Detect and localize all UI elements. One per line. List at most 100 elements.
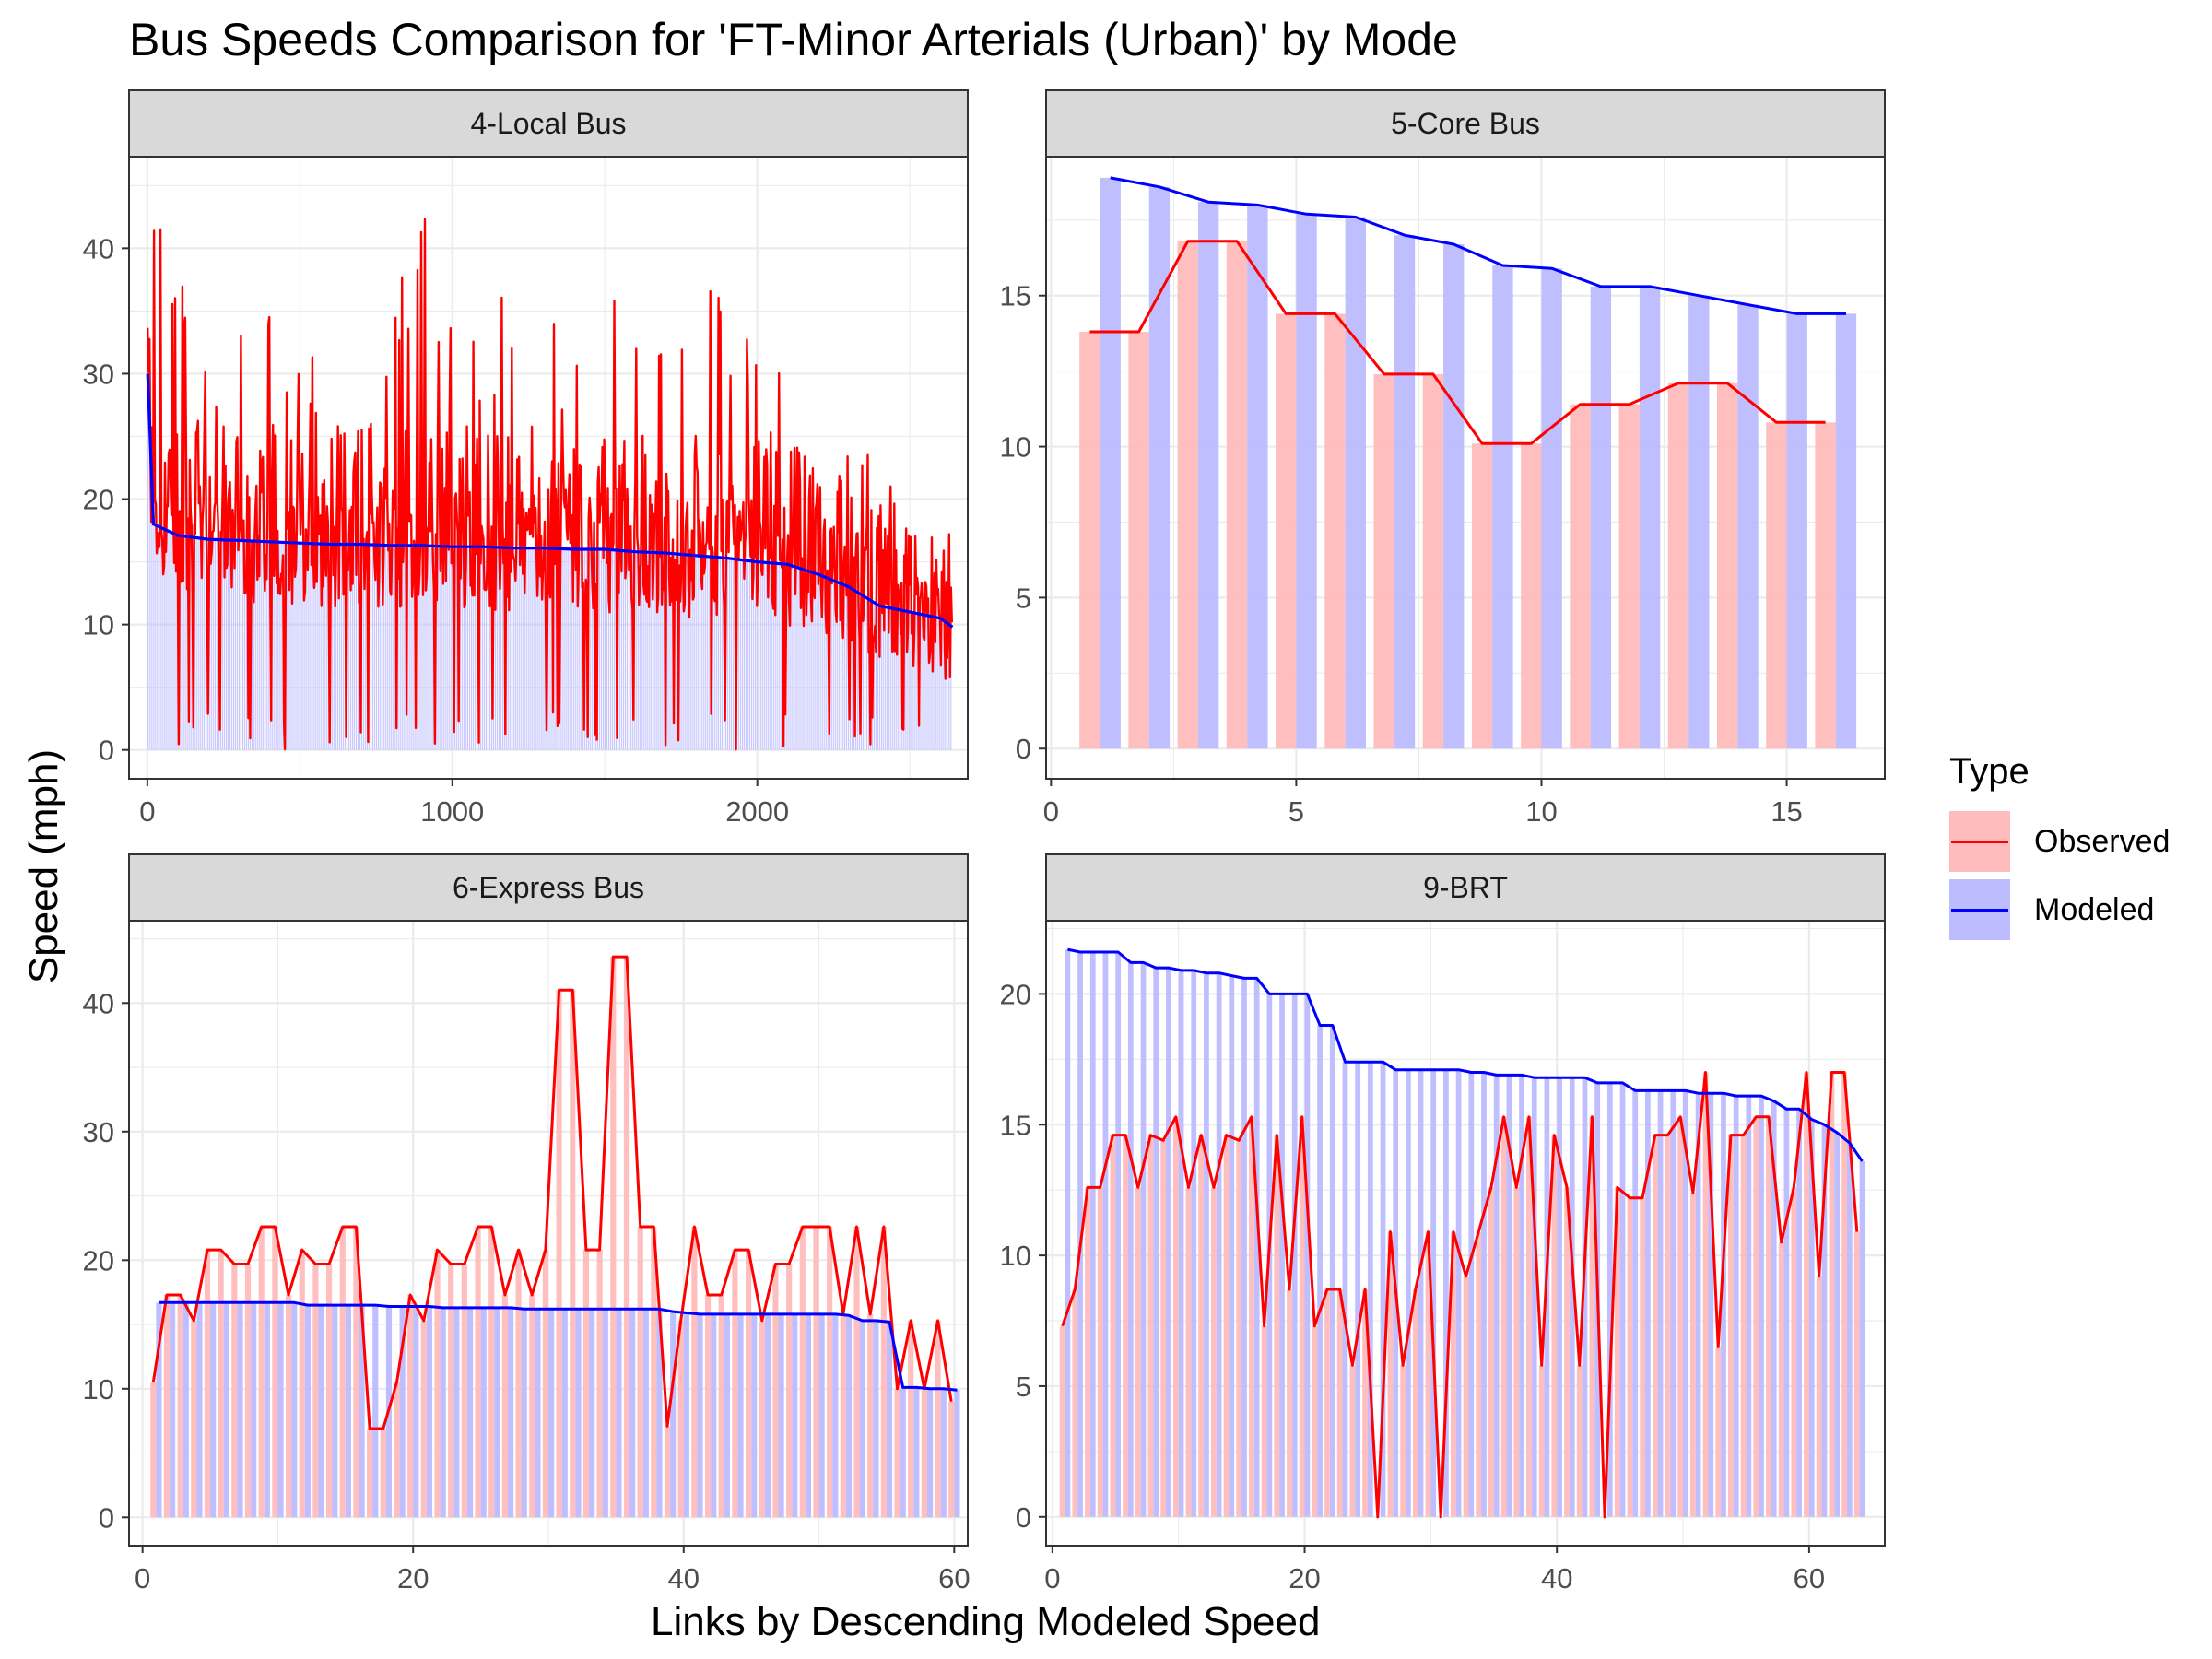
x-axis-label: Links by Descending Modeled Speed [651,1599,1321,1644]
facet-strip-label: 4-Local Bus [471,107,627,140]
observed-line [151,955,953,1430]
observed-bar [353,1227,359,1518]
observed-bar [1463,1276,1469,1517]
modeled-bar [426,1306,433,1518]
observed-bar [894,1388,900,1518]
observed-bar [745,1250,752,1518]
observed-bar [1276,313,1297,749]
observed-line [147,218,953,751]
modeled-bar [1178,970,1184,1517]
modeled-bar [1708,1093,1714,1517]
modeled-bar [440,1307,446,1518]
modeled-bar [873,1320,879,1518]
observed-bar [204,1250,211,1518]
observed-bar [1640,1197,1645,1517]
legend: Type Observed Modeled [1949,751,2170,946]
observed-bar [623,957,630,1518]
observed-bar [542,1250,548,1518]
modeled-bar [466,1307,474,1518]
modeled-bar [1418,1069,1424,1517]
observed-bar [1177,241,1198,749]
modeled-bar [886,1322,893,1518]
modeled-bar [656,1309,663,1518]
modeled-bar [1557,1077,1562,1517]
observed-bar [1853,1231,1860,1517]
observed-bar [163,1294,171,1518]
panel-2: 5-Core Bus 0 5 10 15 0 5 10 15 [1000,89,1886,828]
modeled-bar [251,1302,257,1518]
observed-bar [1513,1187,1520,1517]
observed-line [1061,1071,1859,1519]
observed-bar [1274,1135,1280,1517]
modeled-bar [1733,1096,1739,1517]
modeled-bar [359,1305,365,1518]
observed-bar [1570,404,1591,749]
modeled-bar [1670,1090,1677,1517]
observed-bar [299,1250,305,1518]
observed-bar [651,1227,657,1518]
observed-bar [1400,1365,1406,1517]
observed-bar [1677,1116,1684,1517]
modeled-bar [832,1313,839,1518]
observed-bar [704,1294,712,1518]
modeled-bar [805,1313,812,1518]
observed-bar [1702,1072,1709,1517]
modeled-bar [210,1302,217,1518]
y-axis-label: Speed (mph) [21,748,66,984]
observed-bar [1223,1135,1230,1517]
observed-bar [1715,1347,1722,1517]
observed-bar [420,1320,427,1518]
observed-bar [772,1264,779,1518]
modeled-bar [575,1309,582,1518]
observed-bar [1717,382,1738,749]
observed-bar [827,1227,833,1518]
observed-bar [394,1382,400,1518]
modeled-bar [1100,177,1121,749]
x-tick-label: 60 [1794,1562,1825,1594]
observed-bar [1085,1187,1090,1517]
observed-bar [691,1227,698,1518]
modeled-bar [1355,1062,1361,1517]
observed-bar [529,1294,535,1518]
observed-bar [813,1227,819,1518]
observed-bar [1261,1325,1267,1517]
modeled-bar [642,1309,649,1518]
modeled-bar [1065,949,1071,1517]
modeled-bar [1166,968,1171,1517]
modeled-bar [494,1307,500,1518]
modeled-bar [332,1305,338,1518]
y-tick-label: 10 [83,1373,114,1406]
observed-bar [1226,241,1248,749]
modeled-bar [1140,962,1147,1517]
modeled-bar [535,1309,541,1518]
modeled-bar [764,1313,771,1518]
observed-bar [1198,1135,1205,1517]
modeled-bar [940,1388,947,1518]
observed-bar [191,1320,197,1518]
observed-bar [948,1401,955,1518]
x-tick-label: 2000 [725,795,789,828]
observed-bar [880,1227,887,1518]
modeled-bar [521,1309,527,1518]
modeled-bar [913,1387,920,1518]
modeled-bar [237,1302,243,1518]
y-tick-label: 10 [1000,431,1031,464]
modeled-bar [1695,1093,1701,1517]
modeled-bar [1077,952,1083,1517]
modeled-bar [1102,952,1109,1517]
observed-bar [1829,1072,1835,1517]
observed-bar [786,1264,793,1518]
observed-bar [1526,1116,1532,1517]
observed-bar [1471,443,1493,749]
modeled-bar [1342,1062,1348,1517]
observed-bar [1336,1288,1343,1517]
x-tick-label: 40 [1541,1562,1572,1594]
modeled-bar [1191,970,1197,1517]
modeled-bar [711,1313,717,1518]
y-tick-label: 20 [83,1244,114,1277]
observed-bar [610,957,617,1518]
modeled-bar [1796,1109,1802,1517]
observed-bar [150,1382,157,1518]
observed-bar [1412,1288,1418,1517]
observed-bar [1618,404,1640,749]
